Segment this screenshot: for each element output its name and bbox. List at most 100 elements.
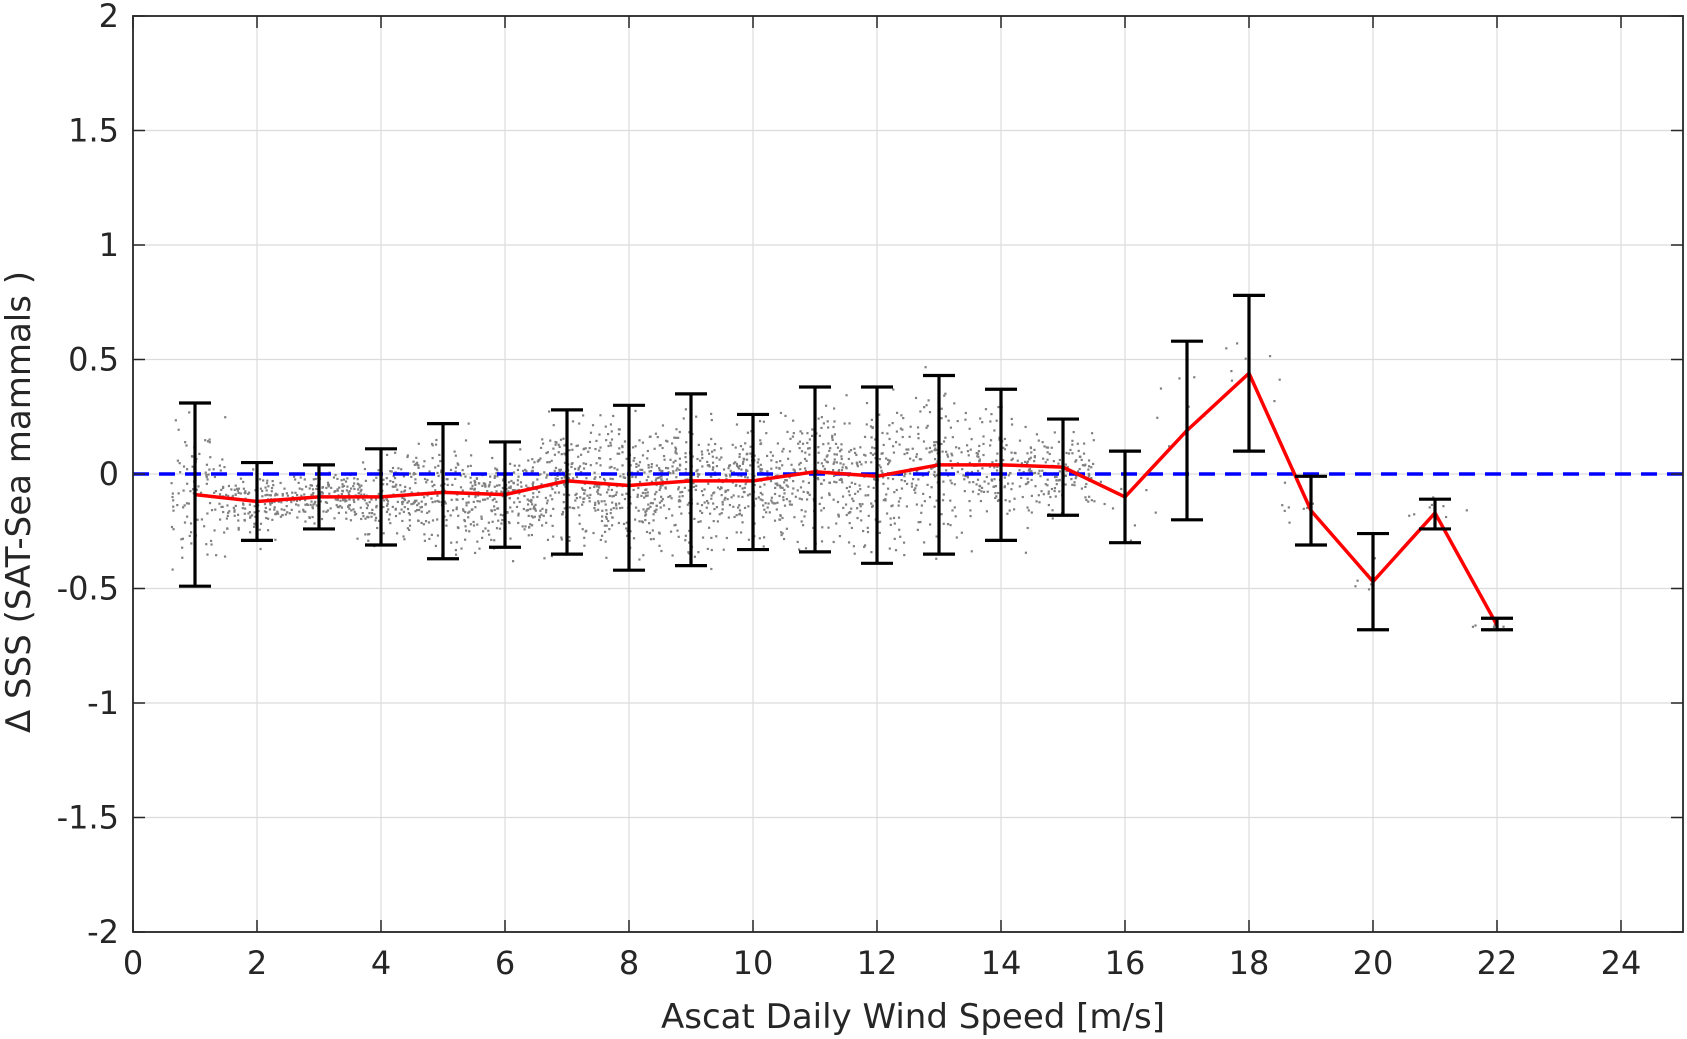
scatter-point — [242, 487, 245, 490]
scatter-point — [1064, 474, 1067, 477]
scatter-point — [923, 541, 926, 544]
scatter-point — [833, 420, 836, 423]
scatter-point — [928, 446, 932, 449]
scatter-point — [820, 509, 823, 512]
scatter-point — [1030, 451, 1033, 454]
scatter-point — [658, 476, 661, 479]
scatter-point — [493, 485, 496, 488]
scatter-point — [1030, 494, 1033, 497]
scatter-point — [854, 492, 857, 495]
scatter-point — [598, 457, 602, 460]
scatter-point — [801, 432, 804, 435]
scatter-point — [532, 481, 535, 484]
scatter-point — [1168, 445, 1171, 448]
scatter-point — [995, 459, 998, 462]
scatter-point — [776, 484, 779, 487]
scatter-point — [699, 520, 702, 523]
scatter-point — [403, 489, 407, 492]
scatter-point — [917, 478, 920, 481]
scatter-point — [820, 426, 823, 430]
scatter-point — [1090, 432, 1094, 435]
scatter-point — [580, 487, 584, 490]
scatter-point — [415, 462, 418, 465]
scatter-point — [407, 511, 411, 515]
scatter-point — [242, 502, 245, 505]
scatter-point — [267, 517, 270, 520]
scatter-point — [970, 550, 973, 553]
scatter-point — [252, 468, 255, 471]
scatter-point — [594, 476, 597, 479]
scatter-point — [656, 435, 659, 439]
scatter-point — [575, 492, 578, 495]
scatter-point — [1055, 479, 1058, 482]
scatter-point — [1003, 485, 1006, 488]
scatter-point — [708, 465, 711, 468]
scatter-point — [734, 484, 737, 487]
scatter-point — [542, 514, 545, 517]
scatter-point — [276, 493, 279, 496]
scatter-point — [584, 462, 588, 466]
scatter-point — [817, 446, 820, 449]
scatter-point — [759, 498, 762, 501]
scatter-point — [837, 514, 840, 517]
scatter-point — [549, 494, 552, 497]
scatter-point — [743, 506, 747, 509]
scatter-point — [1067, 452, 1071, 455]
scatter-point — [457, 526, 460, 530]
scatter-point — [541, 507, 544, 510]
scatter-point — [374, 498, 378, 501]
scatter-point — [484, 498, 487, 501]
scatter-point — [375, 476, 378, 479]
scatter-point — [687, 501, 691, 505]
scatter-point — [1046, 484, 1049, 487]
scatter-point — [587, 450, 590, 453]
scatter-point — [219, 518, 222, 521]
scatter-point — [978, 484, 981, 487]
scatter-point — [406, 507, 410, 511]
scatter-point — [326, 509, 329, 512]
scatter-point — [1287, 506, 1290, 509]
scatter-point — [946, 522, 950, 526]
scatter-point — [611, 495, 614, 498]
scatter-point — [808, 447, 811, 450]
scatter-point — [434, 500, 437, 503]
scatter-point — [603, 500, 606, 503]
scatter-point — [423, 477, 427, 481]
scatter-point — [822, 479, 826, 482]
scatter-point — [1053, 475, 1057, 479]
scatter-point — [237, 491, 240, 495]
scatter-point — [489, 495, 492, 498]
scatter-point — [1087, 472, 1090, 475]
scatter-point — [779, 411, 783, 415]
scatter-point — [516, 497, 520, 500]
scatter-point — [836, 446, 840, 449]
scatter-point — [940, 407, 943, 410]
scatter-point — [765, 511, 768, 514]
scatter-point — [601, 509, 604, 512]
scatter-point — [560, 477, 563, 480]
scatter-point — [710, 536, 713, 539]
scatter-point — [1020, 462, 1024, 465]
scatter-point — [377, 469, 380, 472]
scatter-point — [762, 545, 765, 548]
scatter-point — [886, 487, 890, 490]
scatter-point — [899, 535, 902, 538]
scatter-point — [205, 543, 208, 546]
scatter-point — [616, 452, 619, 455]
scatter-point — [605, 556, 608, 559]
scatter-point — [573, 507, 576, 510]
scatter-point — [585, 477, 588, 480]
scatter-point — [844, 503, 848, 506]
scatter-point — [518, 500, 521, 504]
scatter-point — [1047, 492, 1050, 495]
mean-line — [194, 371, 1499, 626]
scatter-point — [198, 452, 201, 456]
y-tick-label: 2 — [99, 0, 119, 35]
scatter-point — [801, 442, 805, 445]
scatter-point — [634, 476, 637, 479]
scatter-point — [543, 471, 546, 474]
x-tick-label: 0 — [123, 944, 143, 982]
scatter-point — [882, 443, 885, 447]
scatter-point — [312, 503, 315, 506]
scatter-point — [951, 436, 954, 439]
